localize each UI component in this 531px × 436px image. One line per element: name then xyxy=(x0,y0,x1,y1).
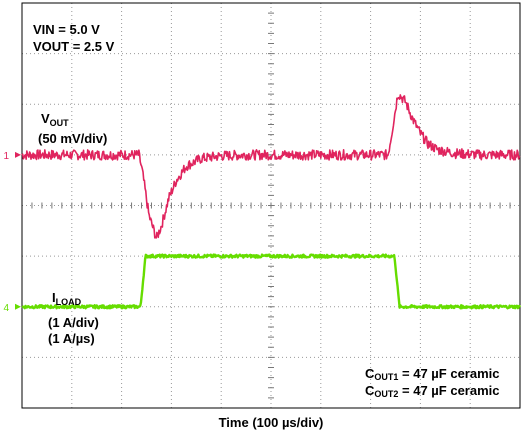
vout-condition-label: VOUT = 2.5 V xyxy=(33,39,115,54)
vout-series-label: VOUT xyxy=(41,111,69,128)
plot-frame xyxy=(21,2,521,409)
iload-series-label: ILOAD xyxy=(52,290,82,307)
channel-1-marker-label: 1 xyxy=(3,151,9,162)
channel-markers: 14 xyxy=(3,151,21,314)
iload-rate-label: (1 A/µs) xyxy=(48,331,95,346)
vout-label-sub: OUT xyxy=(50,118,70,128)
iload-label-main: I xyxy=(52,290,56,305)
iload-label-sub: LOAD xyxy=(56,297,82,307)
channel-4-arrow xyxy=(15,303,21,310)
vin-condition-label: VIN = 5.0 V xyxy=(33,22,100,37)
channel-4-marker-label: 4 xyxy=(3,303,9,314)
iload-scale-label: (1 A/div) xyxy=(48,315,99,330)
cout2-main: C xyxy=(365,383,375,398)
cout1-sub: OUT1 xyxy=(374,372,398,382)
cout1-main: C xyxy=(365,366,375,381)
cout1-annotation: COUT1 = 47 µF ceramic xyxy=(365,366,500,382)
x-axis-label: Time (100 µs/div) xyxy=(219,415,324,430)
cout2-annotation: COUT2 = 47 µF ceramic xyxy=(365,383,500,399)
series-trace-load xyxy=(21,253,522,310)
vout-scale-label: (50 mV/div) xyxy=(38,131,107,146)
vout-label-main: V xyxy=(41,111,50,126)
channel-1-arrow xyxy=(15,151,21,158)
series-trace-out xyxy=(21,94,521,239)
traces xyxy=(21,94,522,310)
cout1-rest: = 47 µF ceramic xyxy=(398,366,499,381)
cout2-sub: OUT2 xyxy=(374,389,398,399)
cout2-rest: = 47 µF ceramic xyxy=(398,383,499,398)
